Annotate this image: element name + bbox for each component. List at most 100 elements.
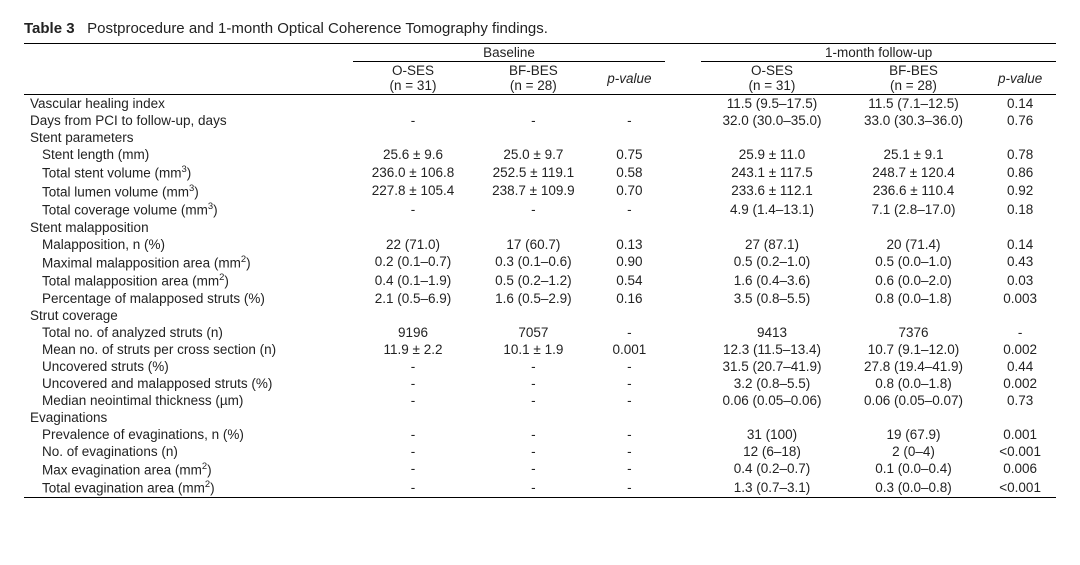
cell: [843, 219, 985, 236]
cell: [843, 129, 985, 146]
cell: [473, 95, 593, 113]
cell: 252.5 ± 119.1: [473, 163, 593, 182]
cell: [665, 478, 701, 497]
cell: 25.0 ± 9.7: [473, 146, 593, 163]
row-label: Stent length (mm): [24, 146, 353, 163]
cell: [665, 95, 701, 113]
cell: 11.9 ± 2.2: [353, 341, 473, 358]
cell: 0.43: [984, 253, 1056, 272]
cell: 238.7 ± 109.9: [473, 182, 593, 201]
row-label: Max evagination area (mm2): [24, 460, 353, 479]
table-row: Stent parameters: [24, 129, 1056, 146]
cell: [701, 409, 843, 426]
cell: 2.1 (0.5–6.9): [353, 290, 473, 307]
table-row: Total lumen volume (mm3)227.8 ± 105.4238…: [24, 182, 1056, 201]
row-label: Total no. of analyzed struts (n): [24, 324, 353, 341]
cell: 20 (71.4): [843, 236, 985, 253]
cell: 248.7 ± 120.4: [843, 163, 985, 182]
cell: 0.3 (0.0–0.8): [843, 478, 985, 497]
cell: 0.14: [984, 236, 1056, 253]
cell: [353, 219, 473, 236]
cell: [665, 426, 701, 443]
table-row: Stent length (mm)25.6 ± 9.625.0 ± 9.70.7…: [24, 146, 1056, 163]
cell: -: [594, 324, 666, 341]
row-label: Total evagination area (mm2): [24, 478, 353, 497]
cell: -: [594, 478, 666, 497]
cell: 0.90: [594, 253, 666, 272]
cell: -: [594, 375, 666, 392]
cell: -: [473, 392, 593, 409]
cell: 0.86: [984, 163, 1056, 182]
cell: 27.8 (19.4–41.9): [843, 358, 985, 375]
cell: [665, 409, 701, 426]
cell: 0.8 (0.0–1.8): [843, 290, 985, 307]
cell: -: [594, 358, 666, 375]
cell: 0.06 (0.05–0.06): [701, 392, 843, 409]
cell: [665, 129, 701, 146]
cell: 12.3 (11.5–13.4): [701, 341, 843, 358]
cell: 0.14: [984, 95, 1056, 113]
cell: 25.6 ± 9.6: [353, 146, 473, 163]
table-row: Total coverage volume (mm3)---4.9 (1.4–1…: [24, 200, 1056, 219]
cell: 0.5 (0.2–1.0): [701, 253, 843, 272]
cell: 227.8 ± 105.4: [353, 182, 473, 201]
cell: [701, 219, 843, 236]
cell: 11.5 (9.5–17.5): [701, 95, 843, 113]
cell: 9196: [353, 324, 473, 341]
cell: 9413: [701, 324, 843, 341]
cell: -: [353, 358, 473, 375]
cell: [665, 375, 701, 392]
cell: -: [473, 443, 593, 460]
col-pval-followup: p-value: [984, 62, 1056, 95]
table-row: Days from PCI to follow-up, days---32.0 …: [24, 112, 1056, 129]
cell: [353, 307, 473, 324]
row-label: Percentage of malapposed struts (%): [24, 290, 353, 307]
cell: [665, 358, 701, 375]
cell: -: [473, 375, 593, 392]
cell: 0.003: [984, 290, 1056, 307]
row-label: Total lumen volume (mm3): [24, 182, 353, 201]
table-caption: Table 3 Postprocedure and 1-month Optica…: [24, 20, 1056, 37]
row-label: Stent parameters: [24, 129, 353, 146]
row-label: No. of evaginations (n): [24, 443, 353, 460]
cell: 233.6 ± 112.1: [701, 182, 843, 201]
cell: [594, 95, 666, 113]
cell: -: [353, 112, 473, 129]
row-label: Median neointimal thickness (µm): [24, 392, 353, 409]
table-row: Malapposition, n (%)22 (71.0)17 (60.7)0.…: [24, 236, 1056, 253]
cell: 7376: [843, 324, 985, 341]
cell: 27 (87.1): [701, 236, 843, 253]
cell: 0.002: [984, 375, 1056, 392]
cell: [473, 129, 593, 146]
cell: [665, 200, 701, 219]
cell: 32.0 (30.0–35.0): [701, 112, 843, 129]
cell: 0.001: [594, 341, 666, 358]
cell: 22 (71.0): [353, 236, 473, 253]
row-label: Mean no. of struts per cross section (n): [24, 341, 353, 358]
col-pval-baseline: p-value: [594, 62, 666, 95]
cell: [665, 460, 701, 479]
cell: 7.1 (2.8–17.0): [843, 200, 985, 219]
row-label: Uncovered and malapposed struts (%): [24, 375, 353, 392]
cell: 0.54: [594, 271, 666, 290]
cell: [473, 307, 593, 324]
cell: [665, 219, 701, 236]
cell: 7057: [473, 324, 593, 341]
cell: -: [473, 460, 593, 479]
cell: [665, 290, 701, 307]
cell: [594, 129, 666, 146]
cell: -: [473, 358, 593, 375]
cell: 19 (67.9): [843, 426, 985, 443]
table-title: Postprocedure and 1-month Optical Cohere…: [87, 20, 548, 37]
cell: 0.03: [984, 271, 1056, 290]
cell: 10.1 ± 1.9: [473, 341, 593, 358]
cell: [665, 163, 701, 182]
cell: 0.18: [984, 200, 1056, 219]
cell: <0.001: [984, 478, 1056, 497]
cell: 236.6 ± 110.4: [843, 182, 985, 201]
row-label: Evaginations: [24, 409, 353, 426]
cell: 0.2 (0.1–0.7): [353, 253, 473, 272]
cell: [665, 182, 701, 201]
table-row: Evaginations: [24, 409, 1056, 426]
cell: [665, 112, 701, 129]
